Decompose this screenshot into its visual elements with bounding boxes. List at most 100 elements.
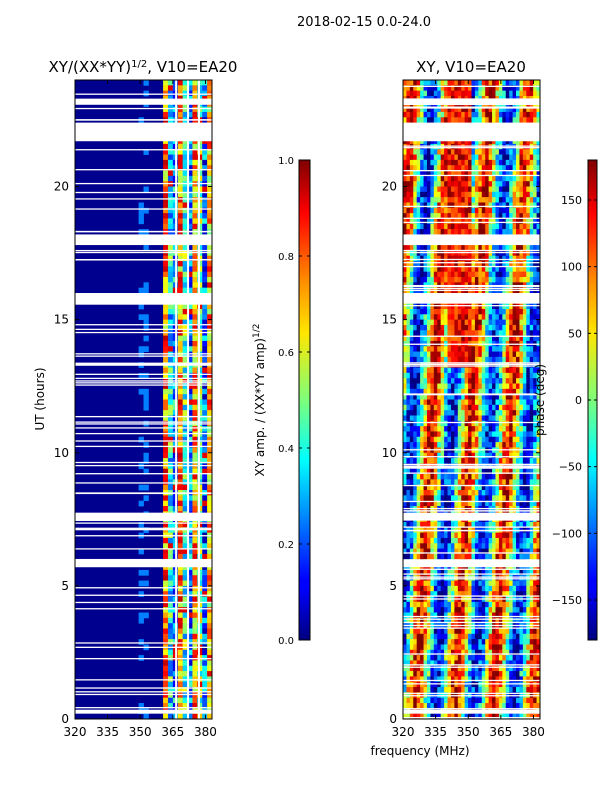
heatmap-cell [526, 80, 531, 86]
heatmap-cell [423, 410, 428, 416]
heatmap-cell [143, 569, 149, 576]
heatmap-cell [516, 468, 520, 475]
heatmap-cell [492, 149, 496, 155]
heatmap-cell [163, 213, 169, 219]
heatmap-cell [416, 458, 421, 464]
heatmap-cell [197, 474, 203, 480]
heatmap-cell [492, 415, 496, 422]
heatmap-cell [202, 564, 208, 571]
heatmap-cell [192, 612, 198, 619]
heatmap-cell [464, 388, 469, 395]
heatmap-cell [461, 250, 466, 257]
heatmap-cell [409, 479, 414, 486]
heatmap-cell [471, 207, 476, 214]
heatmap-cell [498, 394, 503, 400]
heatmap-cell [409, 404, 414, 411]
heatmap-cell [416, 543, 421, 550]
heatmap-cell [450, 532, 455, 539]
heatmap-cell [536, 202, 540, 209]
heatmap-cell [485, 175, 490, 182]
heatmap-cell [457, 138, 462, 145]
heatmap-cell [182, 628, 188, 635]
heatmap-cell [187, 165, 193, 171]
heatmap-cell [138, 388, 144, 395]
heatmap-cell [138, 484, 144, 491]
heatmap-cell [437, 415, 442, 422]
heatmap-cell [202, 431, 208, 438]
heatmap-cell [495, 303, 500, 310]
heatmap-cell [485, 479, 490, 486]
heatmap-cell [167, 111, 174, 118]
heatmap-cell [526, 356, 531, 363]
heatmap-cell [187, 394, 193, 400]
heatmap-cell [406, 335, 411, 342]
heatmap-cell [416, 213, 421, 219]
heatmap-cell [430, 532, 435, 539]
heatmap-cell [495, 165, 500, 171]
heatmap-cell [403, 351, 407, 358]
heatmap-cell [403, 404, 407, 411]
heatmap-cell [512, 170, 517, 177]
heatmap-cell [182, 687, 188, 693]
heatmap-cell [138, 548, 144, 555]
heatmap-cell [478, 106, 483, 113]
heatmap-cell [492, 367, 496, 374]
heatmap-cell [163, 660, 169, 667]
heatmap-cell [492, 383, 496, 390]
heatmap-cell [457, 154, 462, 161]
heatmap-cell [423, 394, 428, 400]
heatmap-cell [197, 660, 203, 667]
heatmap-cell [187, 660, 193, 667]
heatmap-cell [468, 245, 472, 251]
heatmap-cell [177, 596, 184, 603]
heatmap-cell [138, 314, 144, 321]
heatmap-cell [182, 245, 188, 251]
heatmap-cell [163, 404, 169, 411]
heatmap-cell [207, 287, 212, 294]
heatmap-cell [447, 420, 452, 427]
heatmap-cell [450, 372, 455, 379]
heatmap-cell [403, 420, 407, 427]
heatmap-cell [474, 106, 479, 113]
heatmap-cell [488, 271, 493, 278]
heatmap-cell [437, 367, 442, 374]
heatmap-cell [529, 191, 534, 198]
heatmap-cell [423, 90, 428, 97]
heatmap-cell [450, 548, 455, 555]
heatmap-cell [450, 261, 455, 267]
heatmap-cell [187, 697, 193, 704]
heatmap-cell [430, 314, 435, 321]
heatmap-cell [498, 197, 503, 203]
heatmap-cell [505, 420, 510, 427]
heatmap-cell [182, 111, 188, 118]
heatmap-cell [207, 138, 212, 145]
heatmap-cell [522, 394, 527, 400]
heatmap-cell [498, 170, 503, 177]
heatmap-cell [464, 106, 469, 113]
heatmap-cell [488, 490, 493, 496]
heatmap-cell [526, 500, 531, 507]
heatmap-cell [495, 319, 500, 326]
heatmap-cell [444, 218, 448, 225]
heatmap-cell [519, 250, 524, 257]
heatmap-cell [533, 537, 537, 544]
heatmap-cell [202, 223, 208, 230]
heatmap-cell [197, 687, 203, 693]
heatmap-cell [433, 138, 438, 145]
heatmap-cell [177, 633, 184, 640]
heatmap-cell [526, 191, 531, 198]
heatmap-cell [403, 117, 407, 124]
heatmap-cell [207, 255, 212, 262]
heatmap-cell [433, 159, 438, 166]
heatmap-cell [182, 623, 188, 629]
heatmap-cell [454, 383, 459, 390]
heatmap-cell [426, 229, 431, 235]
heatmap-cell [423, 415, 428, 422]
flagged-line [75, 303, 212, 305]
flagged-line [75, 198, 212, 200]
heatmap-cell [202, 479, 208, 486]
heatmap-cell [423, 362, 428, 368]
heatmap-cell [177, 202, 184, 209]
heatmap-cell [474, 442, 479, 448]
heatmap-cell [444, 85, 448, 92]
